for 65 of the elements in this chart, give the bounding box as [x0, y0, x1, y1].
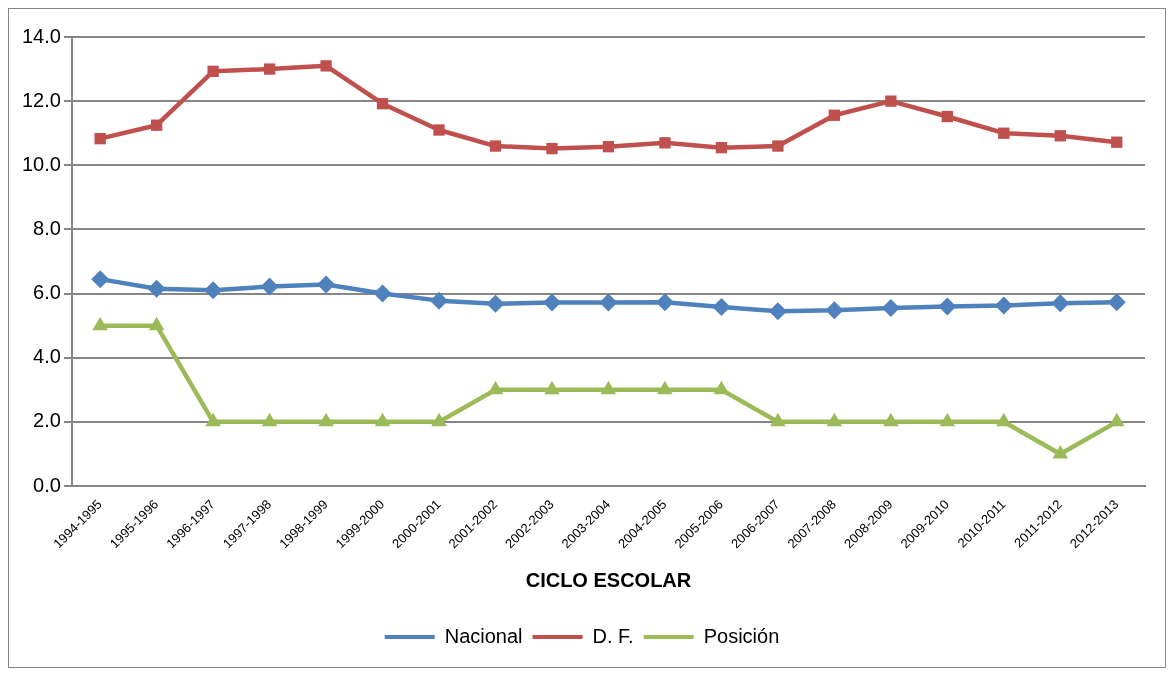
point	[1111, 136, 1123, 148]
point	[770, 412, 786, 427]
point	[1107, 293, 1126, 312]
point	[544, 380, 560, 395]
point	[828, 109, 841, 121]
point	[489, 140, 502, 152]
point	[546, 142, 558, 155]
point	[939, 412, 956, 427]
point	[657, 380, 673, 395]
point	[542, 293, 561, 312]
point	[883, 412, 899, 427]
point	[261, 412, 278, 427]
legend-label: Posición	[703, 624, 780, 647]
y-tick-label: 8.0	[33, 216, 61, 239]
point	[772, 140, 784, 152]
y-tick-label: 10.0	[21, 152, 61, 175]
point	[263, 63, 276, 75]
point	[715, 141, 728, 154]
point	[205, 412, 221, 427]
point	[486, 294, 505, 313]
y-tick-label: 6.0	[33, 281, 61, 304]
point	[600, 380, 617, 395]
point	[998, 127, 1010, 139]
point	[91, 270, 110, 289]
point	[768, 302, 787, 321]
point	[602, 141, 615, 153]
point	[431, 412, 447, 427]
point	[147, 279, 166, 298]
point	[659, 137, 671, 149]
point	[317, 275, 336, 294]
point	[318, 412, 334, 427]
point	[260, 277, 279, 296]
point	[1054, 130, 1066, 142]
point	[941, 110, 953, 123]
point	[994, 296, 1013, 315]
point	[825, 301, 844, 320]
point	[94, 133, 106, 145]
point	[374, 412, 391, 427]
point	[938, 297, 957, 316]
point	[320, 60, 332, 72]
point	[148, 316, 165, 331]
point	[207, 65, 219, 77]
point	[1051, 294, 1070, 313]
point	[92, 316, 108, 331]
point	[487, 380, 504, 395]
y-tick-label: 0.0	[33, 473, 61, 496]
y-tick-label: 14.0	[21, 24, 61, 47]
legend-label: Nacional	[444, 624, 523, 647]
y-tick-label: 4.0	[33, 345, 61, 368]
point	[826, 412, 843, 427]
point	[204, 281, 223, 300]
point	[885, 95, 897, 107]
point	[712, 298, 731, 317]
legend-label: D. F.	[592, 624, 634, 647]
point	[433, 124, 445, 136]
point	[150, 119, 163, 131]
point	[373, 284, 392, 303]
point	[713, 380, 730, 395]
point	[376, 98, 389, 110]
y-tick-label: 2.0	[33, 409, 61, 432]
point	[599, 293, 618, 312]
point	[996, 412, 1012, 427]
point	[1052, 444, 1069, 459]
y-tick-label: 12.0	[21, 88, 61, 111]
x-axis-title: CICLO ESCOLAR	[525, 568, 692, 591]
